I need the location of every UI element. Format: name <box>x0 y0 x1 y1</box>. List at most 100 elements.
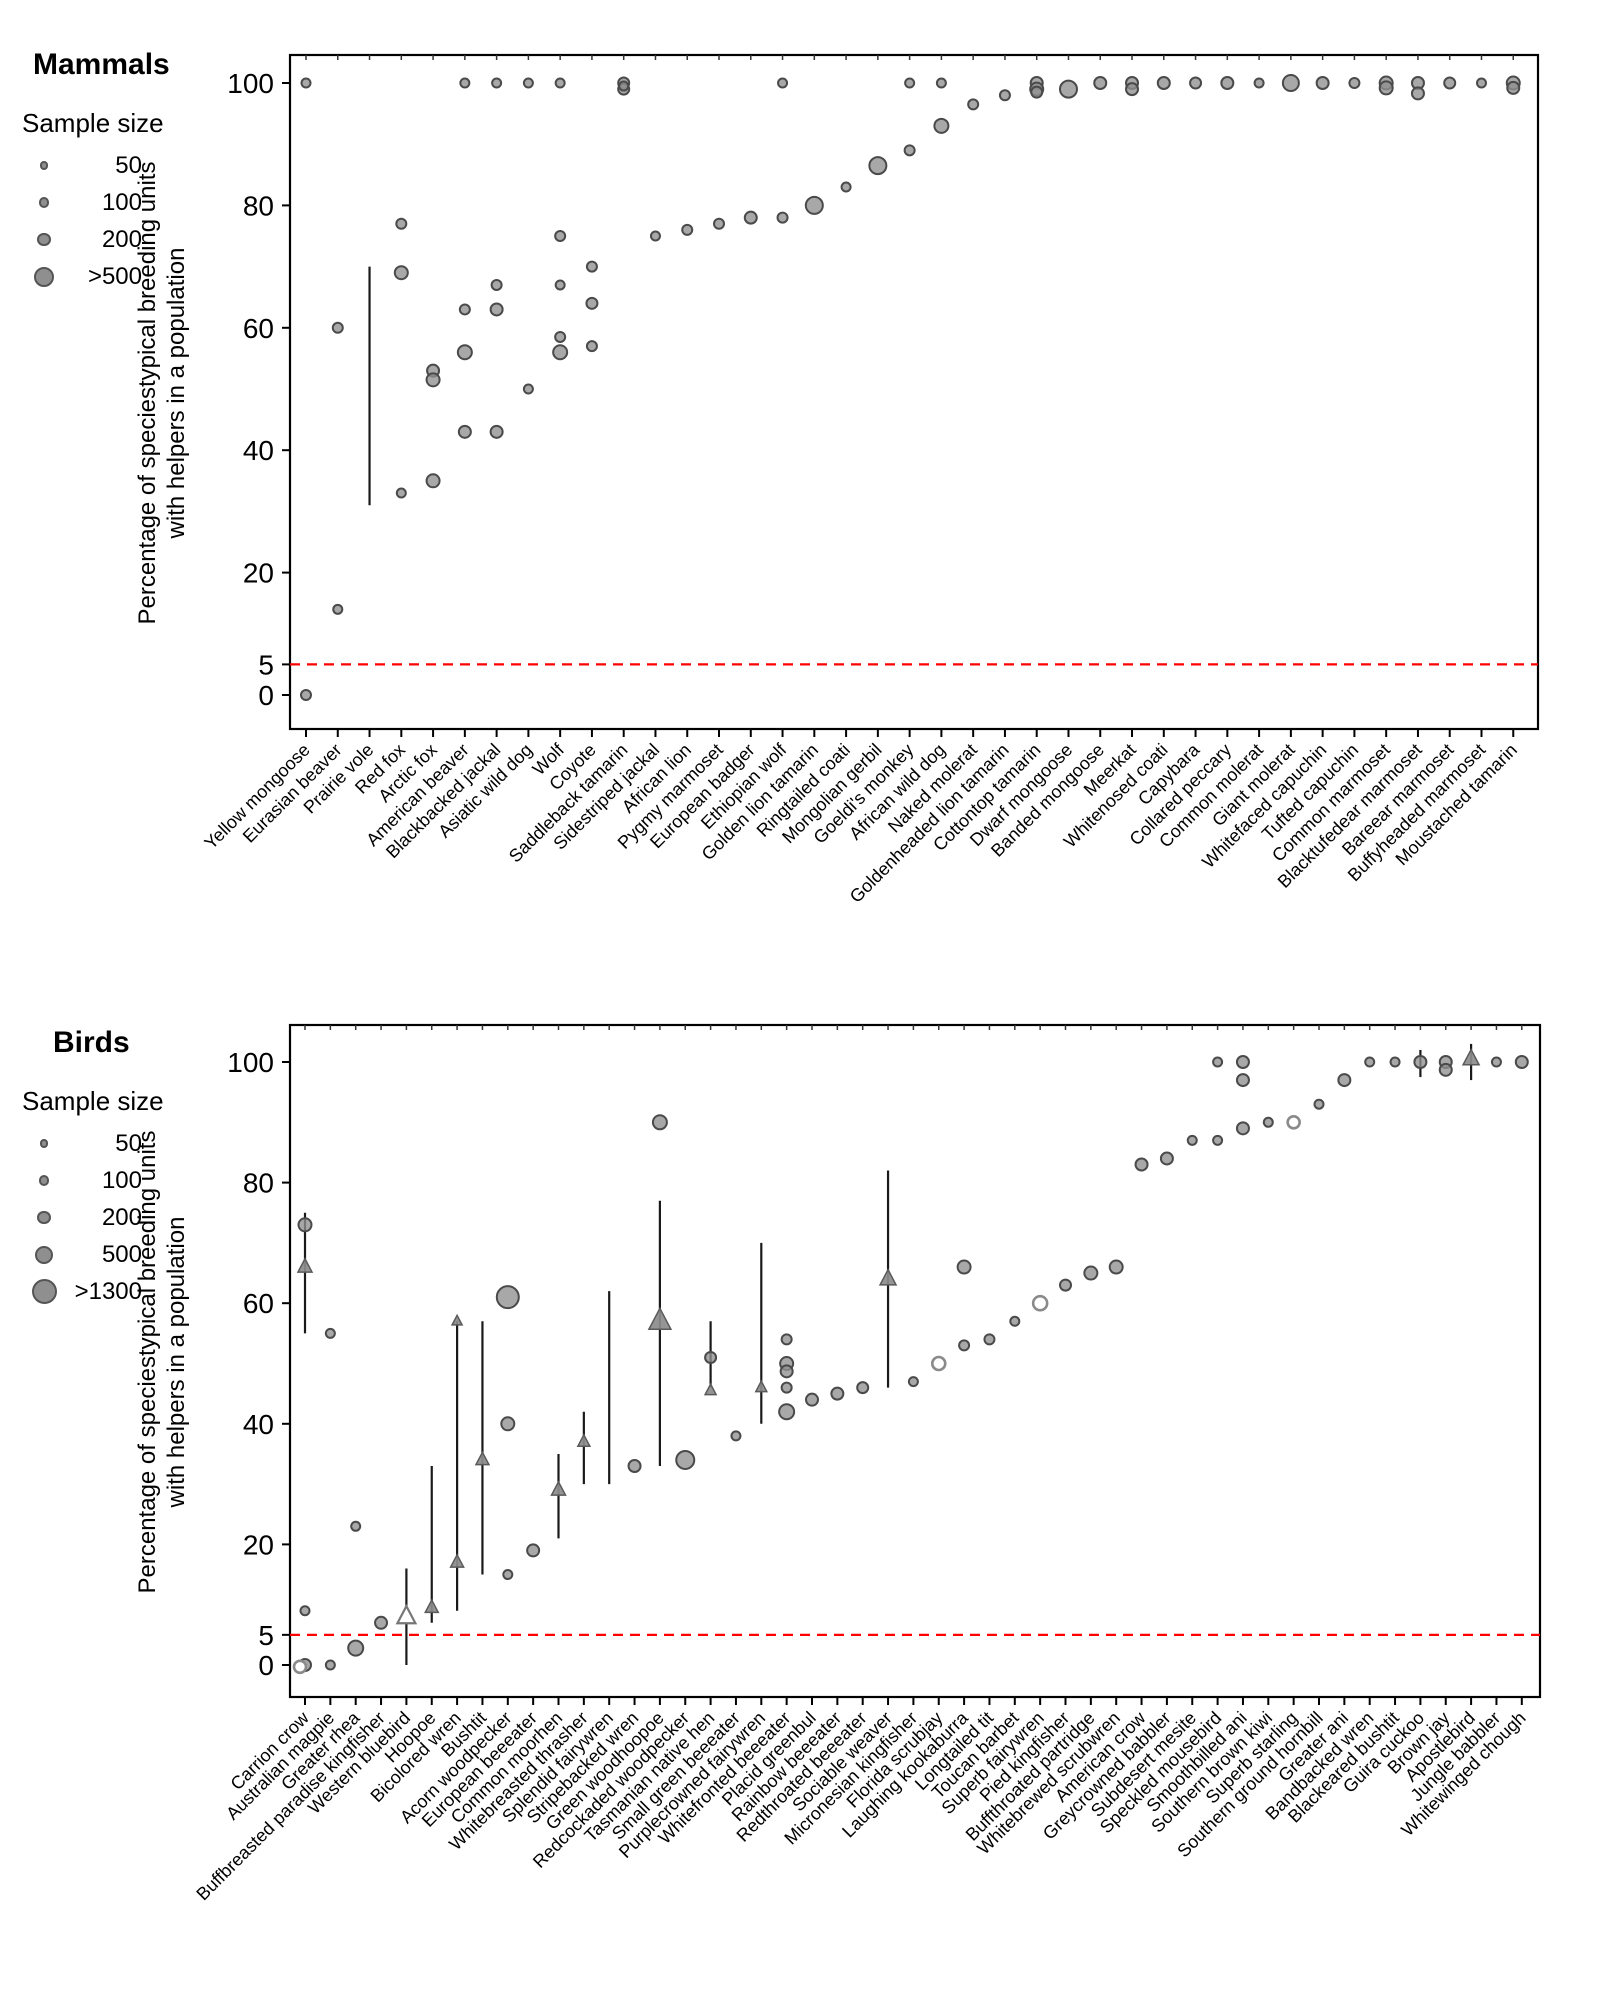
circle-marker <box>704 1350 718 1364</box>
circle-marker <box>1212 1134 1224 1146</box>
legend-entry: 50 <box>22 147 164 184</box>
birds-y-axis-label-line2: with helpers in a population <box>163 1216 190 1508</box>
y-tick-label: 40 <box>243 1409 274 1440</box>
legend-entry-label: >500 <box>87 262 142 290</box>
mammals-legend-title: Sample size <box>22 108 164 138</box>
circle-marker <box>998 89 1011 102</box>
circle-marker <box>675 1449 696 1470</box>
circle-marker <box>585 340 598 353</box>
sample-size-dot-icon <box>22 1175 66 1186</box>
circle-marker <box>933 117 950 134</box>
circle-marker <box>868 156 888 176</box>
y-tick-label: 80 <box>243 190 274 221</box>
legend-entry-label: 100 <box>101 1166 142 1194</box>
circle-marker <box>526 1543 541 1558</box>
legend-entry-label: >1300 <box>74 1277 142 1305</box>
circle-marker <box>1159 1151 1174 1166</box>
triangle-marker <box>296 1257 314 1273</box>
circle-marker <box>1235 1121 1250 1136</box>
circle-marker <box>1410 86 1425 101</box>
mammals-y-axis-label-line2: with helpers in a population <box>163 247 190 539</box>
circle-marker <box>930 1355 947 1372</box>
circle-marker <box>425 473 441 489</box>
circle-marker <box>299 1605 311 1617</box>
birds-y-axis-label: Percentage of speciestypical breeding un… <box>133 1012 193 1712</box>
mammals-legend-items: 50 100 200 >500 <box>22 147 164 295</box>
circle-marker <box>456 344 473 361</box>
circle-marker <box>907 1376 919 1388</box>
circle-marker <box>1083 1265 1099 1281</box>
y-tick-label: 0 <box>258 1650 274 1681</box>
circle-marker <box>489 424 504 439</box>
circle-marker <box>554 279 566 291</box>
circle-marker <box>840 181 852 193</box>
circle-marker <box>1490 1056 1502 1068</box>
legend-entry-label: 200 <box>101 225 142 253</box>
legend-entry: >500 <box>22 258 164 295</box>
circle-marker <box>1189 76 1203 90</box>
circle-marker <box>500 1416 516 1432</box>
circle-marker <box>1378 80 1394 96</box>
sample-size-dot-icon <box>22 1139 66 1148</box>
mammals-legend: Sample size 50 100 200 >500 <box>22 108 164 295</box>
circle-marker <box>780 1381 793 1394</box>
circle-marker <box>300 689 312 701</box>
triangle-marker <box>449 1553 465 1568</box>
circle-marker <box>425 372 441 388</box>
triangle-marker <box>395 1603 418 1625</box>
circle-marker <box>713 217 726 230</box>
circle-marker <box>935 77 947 89</box>
circle-marker <box>495 1285 520 1310</box>
circle-marker <box>490 278 503 291</box>
circle-marker <box>1058 79 1078 99</box>
mammals-panel-title: Mammals <box>33 48 170 81</box>
circle-marker <box>1389 1056 1401 1068</box>
circle-marker <box>552 344 569 361</box>
legend-entry-label: 50 <box>115 151 142 179</box>
triangle-marker <box>550 1480 567 1496</box>
circle-marker <box>743 210 758 225</box>
circle-marker <box>627 1459 642 1474</box>
circle-marker <box>1186 1134 1198 1146</box>
circle-marker <box>967 98 980 111</box>
legend-entry: 100 <box>22 184 164 221</box>
circle-marker <box>1253 77 1265 89</box>
circle-marker <box>489 302 504 317</box>
circle-marker <box>393 265 409 281</box>
circle-marker <box>522 77 534 89</box>
circle-marker <box>804 195 824 215</box>
sample-size-dot-icon <box>22 1279 66 1304</box>
circle-marker <box>777 77 789 89</box>
circle-marker <box>1220 76 1235 90</box>
legend-entry: 200 <box>22 1199 164 1236</box>
circle-marker <box>1364 1056 1376 1068</box>
y-tick-label: 20 <box>243 558 274 589</box>
circle-marker <box>856 1381 870 1395</box>
circle-marker <box>458 303 471 316</box>
circle-marker <box>1031 1294 1049 1312</box>
triangle-marker <box>474 1450 491 1466</box>
circle-marker <box>618 80 630 92</box>
circle-marker <box>502 1569 514 1581</box>
circle-marker <box>1125 82 1140 97</box>
circle-marker <box>457 424 472 439</box>
y-tick-label: 5 <box>258 1620 274 1651</box>
circle-marker <box>1009 1315 1021 1327</box>
circle-marker <box>1438 1062 1453 1077</box>
circle-marker <box>1506 80 1521 95</box>
circle-marker <box>332 603 344 615</box>
circle-marker <box>983 1333 996 1346</box>
circle-marker <box>830 1386 845 1401</box>
circle-marker <box>1134 1157 1149 1172</box>
circle-marker <box>958 1339 971 1352</box>
birds-panel-title: Birds <box>53 1026 130 1059</box>
circle-marker <box>1413 1055 1428 1069</box>
triangle-marker <box>576 1433 592 1447</box>
mammals-y-axis-label: Percentage of speciestypical breeding un… <box>133 43 193 743</box>
circle-marker <box>292 1659 308 1675</box>
y-tick-label: 80 <box>243 1168 274 1199</box>
sample-size-dot-icon <box>22 266 66 287</box>
circle-marker <box>1337 1073 1352 1088</box>
